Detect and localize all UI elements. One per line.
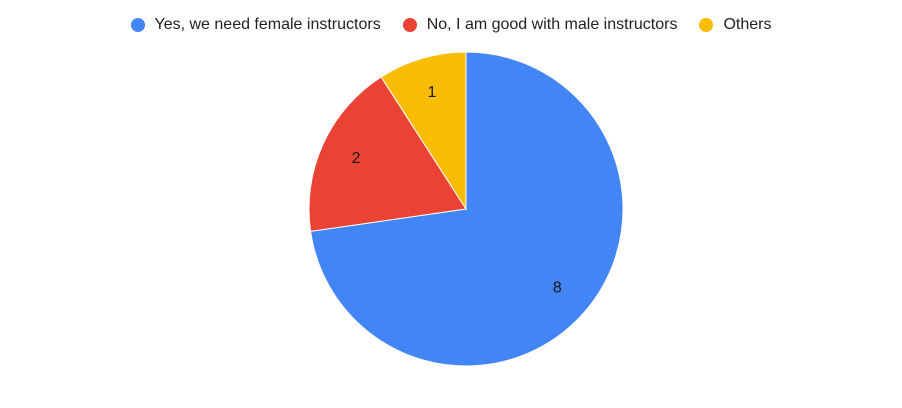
slice-value-label-yes: 8 [553, 279, 562, 296]
pie-slice-yes [310, 51, 624, 367]
pie-slice-others [380, 51, 467, 211]
legend-swatch-yes [130, 18, 145, 32]
legend-item-no: No, I am good with male instructors [402, 16, 678, 34]
chart-legend: Yes, we need female instructors No, I am… [0, 16, 902, 34]
legend-label-yes: Yes, we need female instructors [154, 16, 381, 33]
legend-label-others: Others [723, 16, 772, 33]
legend-swatch-others [699, 18, 714, 32]
slice-value-label-others: 1 [427, 84, 436, 101]
pie-slice-no [308, 76, 467, 232]
slice-value-label-no: 2 [352, 150, 361, 167]
legend-swatch-no [402, 18, 417, 32]
legend-item-yes: Yes, we need female instructors [130, 16, 381, 34]
legend-item-others: Others [699, 16, 771, 34]
legend-label-no: No, I am good with male instructors [426, 16, 678, 33]
